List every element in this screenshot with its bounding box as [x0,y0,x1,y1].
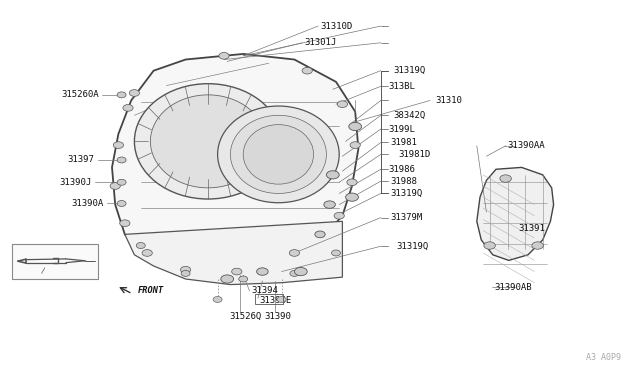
Ellipse shape [230,115,326,193]
Ellipse shape [346,193,358,201]
Text: 31301J: 31301J [304,38,336,47]
Ellipse shape [221,275,234,283]
PathPatch shape [112,54,358,277]
Ellipse shape [326,171,339,179]
Ellipse shape [213,296,222,302]
Text: 31526Q: 31526Q [229,312,261,321]
Ellipse shape [219,52,229,59]
Ellipse shape [120,220,130,227]
Ellipse shape [257,268,268,275]
Ellipse shape [123,105,133,111]
Ellipse shape [239,276,248,282]
Text: FRONT: FRONT [138,286,164,295]
Ellipse shape [350,142,360,148]
Ellipse shape [484,242,495,249]
Bar [255,294,283,304]
Ellipse shape [243,125,314,184]
Ellipse shape [117,157,126,163]
Ellipse shape [294,267,307,276]
Ellipse shape [134,84,282,199]
Ellipse shape [117,92,126,98]
Ellipse shape [324,201,335,208]
Text: 31981: 31981 [390,138,417,147]
Ellipse shape [150,95,266,188]
Ellipse shape [117,201,126,206]
Ellipse shape [277,296,286,302]
Ellipse shape [290,270,299,276]
Ellipse shape [302,67,312,74]
Text: 31319Q: 31319Q [397,242,429,251]
Ellipse shape [315,231,325,238]
Text: 31988: 31988 [390,177,417,186]
Text: C1335: C1335 [24,270,49,279]
Ellipse shape [113,142,124,148]
Ellipse shape [142,250,152,256]
Ellipse shape [532,242,543,249]
Text: 31390AA: 31390AA [508,141,545,150]
Ellipse shape [117,179,126,185]
Ellipse shape [500,175,511,182]
Ellipse shape [180,266,191,273]
Text: 31319Q: 31319Q [390,189,422,198]
Text: 31390: 31390 [264,312,291,321]
Text: 313BL: 313BL [388,82,415,91]
Ellipse shape [334,212,344,219]
Ellipse shape [232,268,242,275]
Ellipse shape [110,183,120,189]
PathPatch shape [477,167,554,260]
Text: 31390J: 31390J [60,178,92,187]
Text: 315260A: 315260A [61,90,99,99]
Ellipse shape [181,270,190,276]
Text: A3 A0P9: A3 A0P9 [586,353,621,362]
Text: 31390A: 31390A [72,199,104,208]
Ellipse shape [289,250,300,256]
Text: 31310: 31310 [435,96,462,105]
Ellipse shape [349,122,362,131]
Ellipse shape [129,90,140,96]
Text: 31397: 31397 [68,155,95,164]
Text: 31981D: 31981D [399,150,431,159]
Text: 31394E: 31394E [259,296,291,305]
Text: 38342Q: 38342Q [394,111,426,120]
Text: 31310D: 31310D [320,22,352,31]
Ellipse shape [337,101,348,108]
Bar [12,244,98,279]
Text: 31319Q: 31319Q [394,66,426,75]
Ellipse shape [347,179,357,186]
PathPatch shape [125,221,342,285]
Text: 31394: 31394 [252,286,278,295]
Text: 31391: 31391 [518,224,545,233]
Text: 31390AB: 31390AB [495,283,532,292]
Ellipse shape [136,243,145,248]
Text: 3199L: 3199L [388,125,415,134]
Text: 31379M: 31379M [390,213,422,222]
Ellipse shape [332,250,340,256]
Ellipse shape [218,106,339,203]
Text: 31986: 31986 [388,165,415,174]
